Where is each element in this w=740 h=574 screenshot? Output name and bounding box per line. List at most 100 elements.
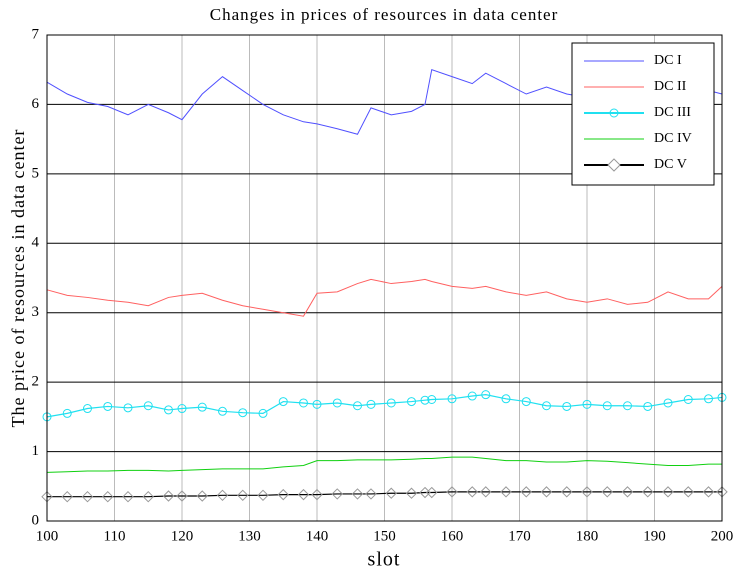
point-marker xyxy=(61,490,73,503)
point-marker xyxy=(520,486,532,498)
point-marker xyxy=(702,486,715,498)
x-axis-label: slot xyxy=(368,549,401,571)
point-marker xyxy=(177,404,187,414)
point-marker xyxy=(682,486,694,498)
chart-title: Changes in prices of resources in data c… xyxy=(210,5,559,24)
x-tick-label: 130 xyxy=(238,528,261,544)
legend-label: DC I xyxy=(654,53,682,68)
point-marker xyxy=(299,398,308,408)
point-marker xyxy=(540,486,553,498)
point-marker xyxy=(642,486,654,498)
point-marker xyxy=(237,489,249,502)
y-tick-label: 1 xyxy=(32,443,40,459)
point-marker xyxy=(142,490,154,503)
point-marker xyxy=(662,486,674,498)
point-marker xyxy=(62,408,72,418)
point-marker xyxy=(501,394,511,404)
point-marker xyxy=(297,488,310,501)
point-marker xyxy=(427,395,437,404)
plot-border xyxy=(46,34,723,522)
point-marker xyxy=(143,401,153,411)
point-marker xyxy=(278,397,288,407)
point-marker xyxy=(601,486,613,498)
point-marker xyxy=(542,401,551,411)
point-marker xyxy=(238,408,248,418)
point-marker xyxy=(164,405,173,415)
x-tick-label: 190 xyxy=(643,528,666,544)
point-marker xyxy=(521,397,531,407)
y-tick-label: 3 xyxy=(32,304,40,320)
legend-marker xyxy=(609,108,619,118)
point-marker xyxy=(407,397,416,407)
point-marker xyxy=(365,488,377,500)
point-marker xyxy=(481,390,491,400)
point-marker xyxy=(122,490,134,503)
point-marker xyxy=(353,401,362,411)
y-tick-label: 7 xyxy=(32,26,40,42)
point-marker xyxy=(467,391,477,401)
x-tick-label: 160 xyxy=(441,528,464,544)
point-marker xyxy=(366,399,376,409)
point-marker xyxy=(426,486,438,499)
point-marker xyxy=(581,486,593,498)
y-tick-label: 6 xyxy=(32,96,40,112)
legend-label: DC III xyxy=(654,105,691,120)
series-line xyxy=(46,456,722,473)
point-marker xyxy=(331,488,343,500)
series-line xyxy=(46,278,723,317)
point-marker xyxy=(351,488,364,500)
x-tick-label: 150 xyxy=(373,528,396,544)
point-marker xyxy=(704,394,713,404)
point-marker xyxy=(81,490,94,503)
point-marker xyxy=(480,486,492,498)
point-marker xyxy=(277,488,289,501)
point-marker xyxy=(446,486,458,498)
point-marker xyxy=(311,488,323,501)
point-marker xyxy=(257,489,269,502)
x-tick-label: 170 xyxy=(508,528,531,544)
point-marker xyxy=(561,486,573,498)
y-tick-label: 0 xyxy=(32,512,40,528)
point-marker xyxy=(123,403,133,413)
point-marker xyxy=(602,401,612,411)
point-marker xyxy=(621,486,634,498)
legend-label: DC II xyxy=(654,79,687,94)
point-marker xyxy=(102,490,114,503)
legend-label: DC V xyxy=(654,157,687,172)
point-marker xyxy=(683,395,693,404)
series-line xyxy=(47,491,722,498)
y-tick-label: 5 xyxy=(32,165,40,181)
x-tick-label: 110 xyxy=(104,528,126,544)
series-line xyxy=(46,394,723,418)
point-marker xyxy=(405,487,418,499)
point-marker xyxy=(447,394,457,404)
point-marker xyxy=(176,490,188,502)
x-tick-label: 120 xyxy=(171,528,194,544)
point-marker xyxy=(562,401,572,411)
point-marker xyxy=(197,402,207,412)
y-tick-label: 2 xyxy=(32,374,40,390)
point-marker xyxy=(466,486,478,498)
x-tick-label: 140 xyxy=(306,528,329,544)
point-marker xyxy=(312,399,322,409)
point-marker xyxy=(258,408,268,418)
y-tick-label: 4 xyxy=(32,235,40,251)
point-marker xyxy=(385,487,397,499)
point-marker xyxy=(218,406,227,416)
point-marker xyxy=(386,398,396,408)
point-marker xyxy=(420,395,430,405)
point-marker xyxy=(332,398,342,408)
y-axis-label: The price of resources in data center xyxy=(8,129,28,428)
point-marker xyxy=(196,490,208,502)
point-marker xyxy=(663,398,673,408)
legend-marker xyxy=(607,158,621,172)
point-marker xyxy=(500,486,512,498)
legend-label: DC IV xyxy=(654,131,692,146)
x-tick-label: 200 xyxy=(711,528,734,544)
point-marker xyxy=(103,401,113,411)
point-marker xyxy=(582,399,592,409)
x-tick-label: 180 xyxy=(576,528,599,544)
point-marker xyxy=(216,489,229,502)
point-marker xyxy=(623,401,632,411)
